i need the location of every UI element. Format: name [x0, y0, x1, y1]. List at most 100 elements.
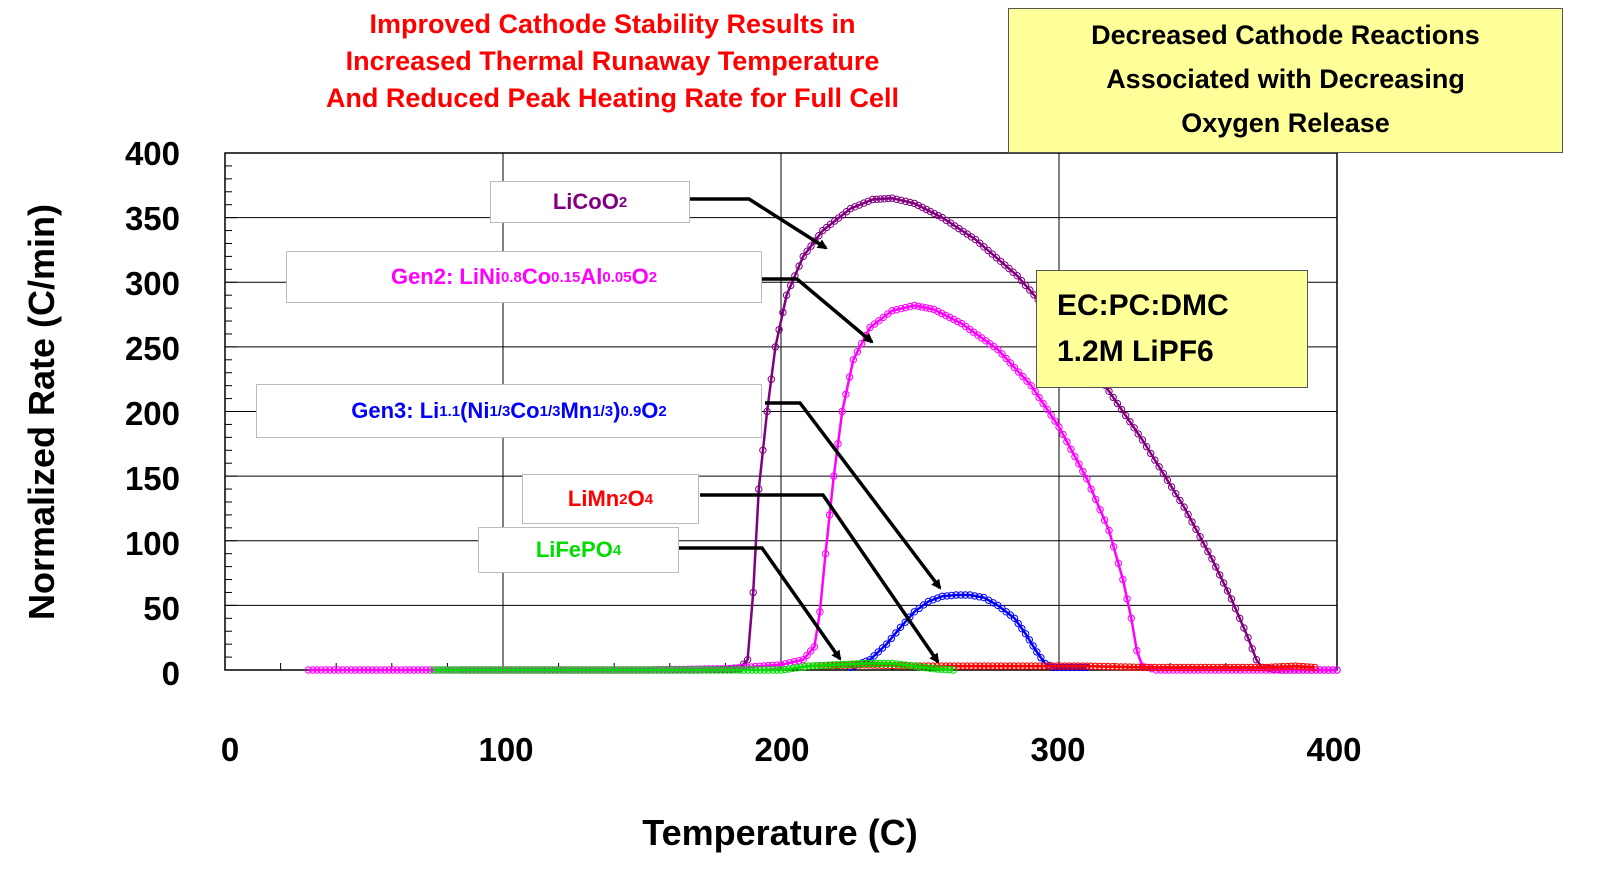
data-point [915, 604, 923, 613]
data-point [594, 666, 602, 674]
data-point [961, 591, 970, 599]
x-tick-label: 400 [1306, 731, 1362, 768]
data-point [880, 195, 889, 203]
data-point [1071, 452, 1079, 461]
data-point [1083, 662, 1091, 670]
data-point [453, 666, 461, 674]
x-tick-label: 300 [1030, 731, 1086, 768]
data-point [1247, 663, 1255, 672]
data-point [731, 666, 739, 674]
data-point [495, 666, 503, 674]
data-point [372, 666, 381, 674]
data-point [938, 665, 946, 673]
data-point [910, 662, 919, 670]
data-point [486, 666, 495, 674]
data-point [775, 325, 783, 334]
data-point [433, 666, 442, 674]
data-point [864, 197, 872, 206]
data-point [926, 304, 934, 313]
data-point [910, 199, 919, 208]
data-point [876, 195, 885, 203]
data-point [385, 666, 393, 674]
data-point [901, 197, 910, 206]
data-point [1095, 662, 1104, 671]
data-point [809, 662, 817, 670]
data-point [1176, 663, 1184, 672]
data-point [1001, 261, 1009, 269]
data-point [767, 375, 775, 383]
data-point [795, 657, 803, 665]
data-point [449, 666, 458, 674]
series-2 [846, 591, 1091, 672]
label-text: Gen2: LiNi [390, 264, 501, 289]
data-point [528, 666, 536, 674]
callout-arrow [652, 546, 842, 661]
callout-arrow [700, 493, 940, 664]
data-point [967, 662, 975, 670]
data-point [1051, 417, 1059, 425]
data-point [1172, 490, 1180, 498]
data-point [884, 194, 892, 203]
data-point [1108, 663, 1117, 671]
note-line-2: Associated with Decreasing [1106, 64, 1465, 94]
data-point [1013, 272, 1021, 280]
data-point [710, 666, 719, 674]
data-point [878, 644, 887, 652]
data-point [578, 666, 586, 674]
data-point [1036, 662, 1044, 670]
data-point [1010, 662, 1018, 670]
data-point [1227, 595, 1236, 603]
data-point [1201, 663, 1209, 672]
data-point [1010, 614, 1019, 622]
data-point [1209, 663, 1218, 672]
data-point [821, 550, 830, 558]
data-point [499, 666, 507, 674]
data-point [1283, 662, 1292, 671]
electrolyte-note: EC:PC:DMC 1.2M LiPF6 [1036, 270, 1308, 388]
data-point [1021, 281, 1030, 290]
data-point [817, 661, 825, 670]
data-point [457, 666, 465, 674]
data-point [1159, 663, 1168, 672]
data-point [984, 662, 993, 670]
data-point [856, 660, 865, 668]
data-point [1040, 662, 1048, 670]
data-point [805, 662, 813, 670]
data-point [781, 665, 789, 674]
data-point [852, 660, 861, 668]
data-point [1271, 663, 1280, 671]
data-point [855, 201, 864, 209]
data-point [590, 666, 598, 674]
y-tick-label: 300 [124, 265, 180, 302]
data-point [816, 608, 824, 616]
data-point [1223, 587, 1232, 595]
data-point [868, 659, 876, 668]
data-point [1275, 663, 1284, 671]
data-point [1031, 662, 1040, 670]
data-point [892, 195, 901, 204]
data-point [752, 666, 760, 674]
data-point [838, 407, 846, 416]
data-point [1133, 646, 1141, 655]
data-point [690, 666, 698, 674]
data-point [334, 666, 342, 674]
data-point [1021, 630, 1030, 638]
data-point [789, 664, 797, 672]
data-point [1167, 483, 1176, 491]
data-point [807, 647, 815, 655]
data-point [1117, 663, 1125, 671]
data-point [906, 198, 914, 207]
data-point [892, 629, 900, 637]
data-point [918, 203, 927, 212]
data-point [942, 311, 950, 320]
label-text: Al [580, 264, 603, 289]
data-point [540, 666, 548, 674]
data-point [573, 666, 582, 674]
data-point [598, 666, 607, 674]
data-point [1212, 563, 1220, 571]
data-point [998, 350, 1006, 358]
data-point [1130, 663, 1138, 671]
data-point [971, 662, 980, 670]
data-point [1197, 663, 1205, 672]
data-point [1200, 540, 1208, 548]
